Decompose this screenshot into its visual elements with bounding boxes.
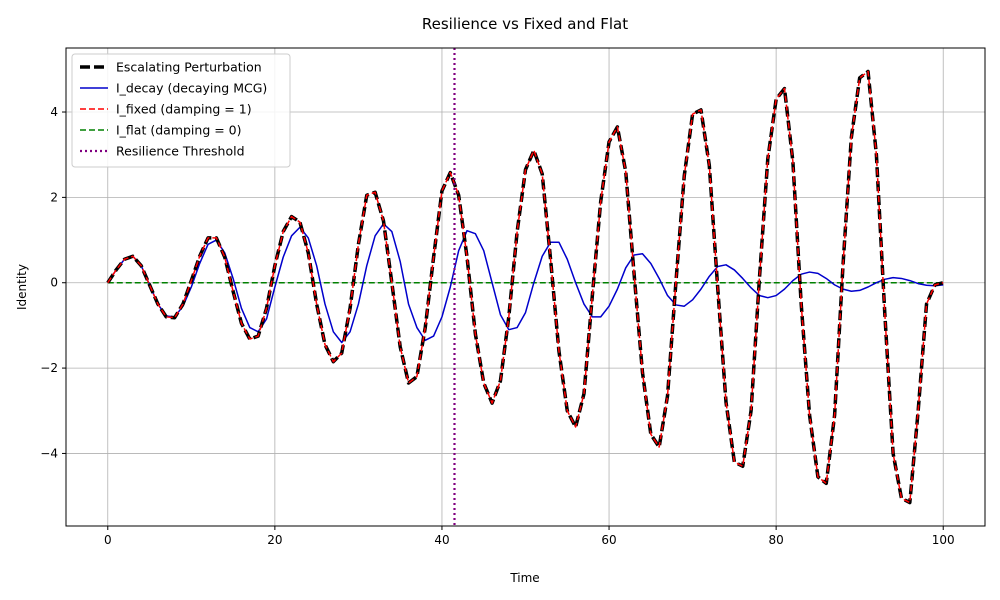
legend: Escalating Perturbation I_decay (decaying… xyxy=(71,53,291,168)
series-line-1 xyxy=(107,223,944,344)
x-tick-label: 100 xyxy=(932,533,955,547)
legend-label: I_flat (damping = 0) xyxy=(116,123,242,138)
y-tick-label: 0 xyxy=(50,276,58,290)
legend-label: Resilience Threshold xyxy=(116,144,245,159)
x-tick-label: 20 xyxy=(267,533,282,547)
series-line-2 xyxy=(107,70,944,504)
legend-box xyxy=(71,53,291,168)
legend-label: I_decay (decaying MCG) xyxy=(116,81,267,96)
y-tick-label: 2 xyxy=(50,190,58,204)
axes-ticks: 0 20 40 60 80 100 −4 −2 0 2 4 xyxy=(40,105,954,547)
y-tick-label: 4 xyxy=(50,105,58,119)
y-tick-label: −2 xyxy=(40,361,58,375)
y-axis-label: Identity xyxy=(15,264,29,310)
plot-frame xyxy=(65,47,986,527)
x-tick-label: 0 xyxy=(104,533,112,547)
legend-label: I_fixed (damping = 1) xyxy=(116,102,252,117)
x-axis-label: Time xyxy=(509,571,539,585)
chart-title: Resilience vs Fixed and Flat xyxy=(422,15,628,33)
x-tick-label: 60 xyxy=(601,533,616,547)
plot-area xyxy=(106,48,944,526)
x-tick-label: 40 xyxy=(434,533,449,547)
x-tick-label: 80 xyxy=(768,533,783,547)
legend-label: Escalating Perturbation xyxy=(116,60,262,75)
y-tick-label: −4 xyxy=(40,446,58,460)
